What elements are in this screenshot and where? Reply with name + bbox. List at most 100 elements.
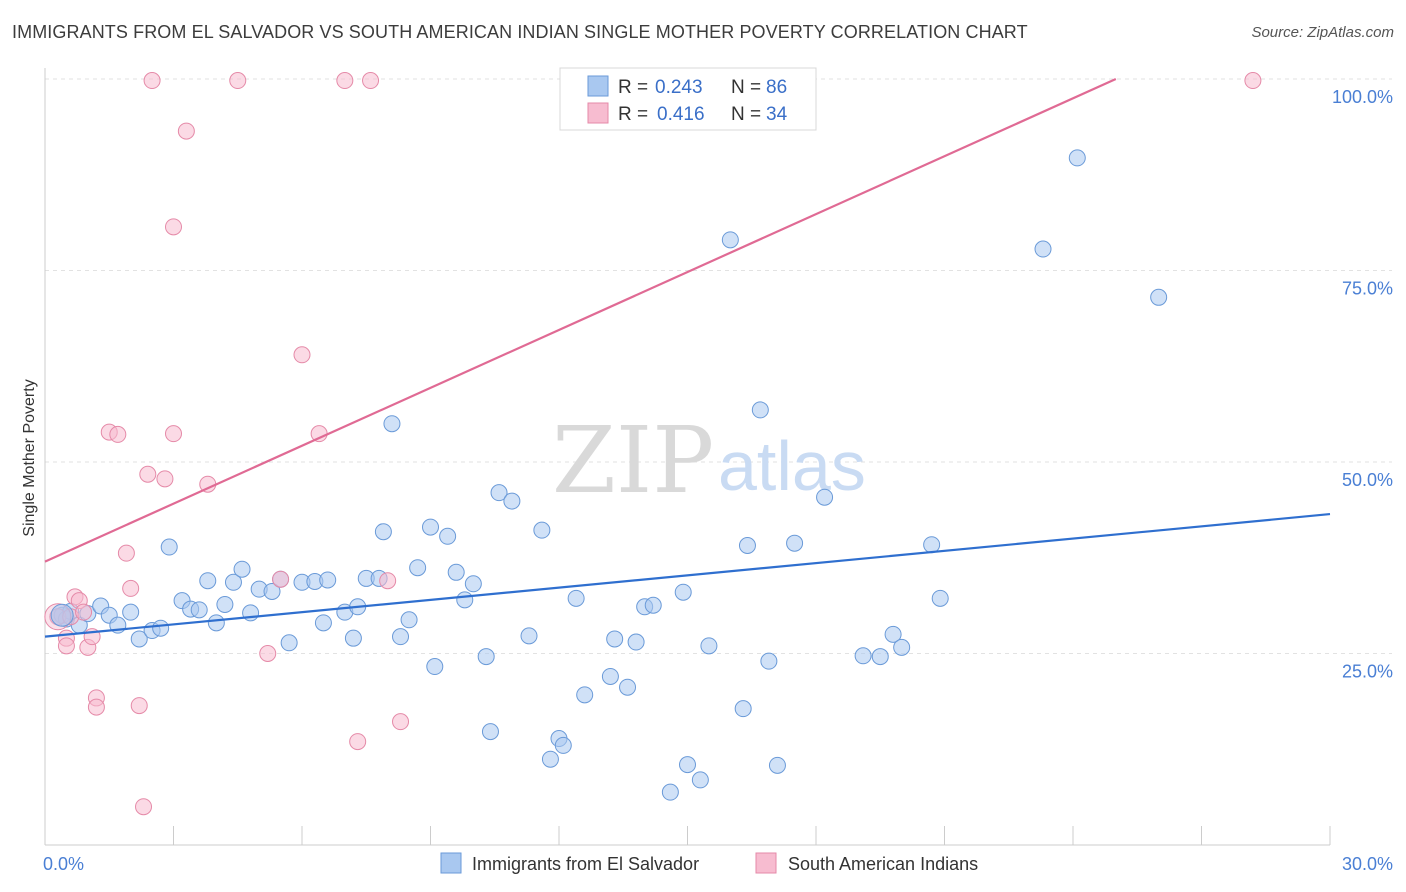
y-tick-label-3: 100.0% bbox=[1332, 87, 1393, 107]
point-1-2 bbox=[57, 637, 75, 655]
point-0-57 bbox=[576, 686, 594, 704]
point-0-49 bbox=[490, 484, 508, 502]
point-0-32 bbox=[344, 629, 362, 647]
point-0-38 bbox=[392, 628, 410, 646]
point-1-10 bbox=[87, 698, 105, 716]
y-tick-label-1: 50.0% bbox=[1342, 470, 1393, 490]
point-0-65 bbox=[674, 583, 692, 601]
point-0-12 bbox=[152, 619, 170, 637]
point-0-84 bbox=[1068, 149, 1086, 167]
point-0-41 bbox=[422, 518, 439, 536]
watermark-atlas: atlas bbox=[718, 427, 866, 505]
point-0-64 bbox=[661, 783, 679, 801]
y-axis-label: Single Mother Poverty bbox=[21, 379, 38, 536]
legend-n-label-0: N = bbox=[731, 77, 761, 98]
point-0-68 bbox=[700, 637, 718, 655]
source-label: Source: ZipAtlas.com bbox=[1251, 24, 1394, 41]
point-0-45 bbox=[456, 591, 474, 609]
point-0-66 bbox=[679, 756, 696, 774]
point-0-50 bbox=[503, 492, 521, 510]
y-tick-label-0: 25.0% bbox=[1342, 662, 1393, 682]
cluster-marker-0 bbox=[50, 603, 74, 627]
point-0-36 bbox=[374, 523, 392, 541]
watermark-zip: ZIP bbox=[552, 407, 714, 514]
watermark: ZIP atlas bbox=[552, 407, 866, 514]
series-1-points bbox=[49, 72, 1262, 816]
tick-labels: 25.0% 50.0% 75.0% 100.0% 0.0% 30.0% bbox=[43, 87, 1393, 874]
point-1-15 bbox=[130, 697, 148, 715]
legend-r-label-0: R = bbox=[618, 77, 648, 98]
point-0-43 bbox=[439, 527, 457, 545]
point-0-16 bbox=[190, 601, 208, 619]
point-0-30 bbox=[319, 571, 337, 589]
point-0-75 bbox=[786, 534, 804, 552]
point-0-10 bbox=[130, 630, 148, 648]
point-1-20 bbox=[165, 425, 182, 443]
point-1-18 bbox=[143, 72, 161, 90]
point-0-40 bbox=[409, 559, 427, 577]
point-0-80 bbox=[893, 638, 911, 656]
point-0-46 bbox=[464, 575, 482, 593]
point-0-55 bbox=[554, 736, 572, 754]
point-1-6 bbox=[75, 603, 93, 621]
point-0-63 bbox=[644, 596, 662, 614]
bottom-legend-label-0: Immigrants from El Salvador bbox=[472, 854, 699, 874]
legend-n-label-1: N = bbox=[731, 104, 761, 125]
legend-swatch-1 bbox=[587, 102, 609, 124]
trend-line-0 bbox=[44, 512, 1331, 638]
point-0-44 bbox=[447, 563, 465, 581]
trend-lines bbox=[44, 77, 1331, 638]
bottom-legend-label-1: South American Indians bbox=[788, 854, 978, 874]
point-0-21 bbox=[233, 560, 251, 578]
point-1-21 bbox=[165, 218, 182, 236]
point-0-71 bbox=[738, 536, 756, 554]
point-1-33 bbox=[392, 713, 410, 731]
x-tick-label-0: 0.0% bbox=[43, 854, 84, 874]
legend-r-value-1: 0.416 bbox=[657, 104, 705, 125]
point-0-58 bbox=[601, 667, 619, 685]
point-0-76 bbox=[816, 488, 834, 506]
axes bbox=[44, 68, 1331, 846]
point-0-70 bbox=[734, 700, 752, 718]
point-0-52 bbox=[533, 521, 551, 539]
point-0-74 bbox=[768, 756, 786, 774]
point-1-34 bbox=[1244, 72, 1262, 90]
point-0-37 bbox=[383, 415, 401, 433]
point-0-13 bbox=[160, 538, 178, 556]
bottom-legend-swatch-1 bbox=[755, 852, 777, 874]
point-0-26 bbox=[280, 634, 298, 652]
point-1-27 bbox=[293, 346, 311, 364]
point-1-25 bbox=[259, 645, 277, 662]
point-0-82 bbox=[931, 589, 949, 607]
legend-r-value-0: 0.243 bbox=[655, 77, 703, 98]
point-1-22 bbox=[177, 122, 195, 140]
point-0-60 bbox=[619, 678, 637, 696]
point-0-48 bbox=[481, 723, 499, 741]
point-1-31 bbox=[362, 72, 380, 90]
point-1-12 bbox=[109, 425, 127, 443]
point-1-17 bbox=[139, 465, 157, 483]
legend-box: R = 0.243 N = 86 R = 0.416 N = 34 bbox=[559, 67, 817, 131]
y-tick-label-2: 75.0% bbox=[1342, 279, 1393, 299]
point-0-20 bbox=[224, 573, 242, 591]
point-1-14 bbox=[122, 579, 140, 597]
point-0-73 bbox=[760, 652, 778, 670]
point-0-42 bbox=[426, 658, 444, 676]
point-0-77 bbox=[854, 647, 872, 665]
point-0-79 bbox=[884, 625, 902, 643]
point-1-13 bbox=[117, 544, 135, 562]
legend-r-label-1: R = bbox=[618, 104, 648, 125]
point-1-29 bbox=[336, 72, 354, 90]
point-0-47 bbox=[477, 648, 495, 666]
point-0-19 bbox=[216, 595, 234, 613]
legend-n-value-0: 86 bbox=[766, 77, 787, 98]
point-0-85 bbox=[1150, 288, 1168, 306]
point-1-24 bbox=[229, 72, 247, 90]
point-1-19 bbox=[156, 470, 174, 488]
series-0-points bbox=[49, 149, 1168, 801]
point-0-56 bbox=[567, 589, 585, 607]
point-1-26 bbox=[272, 570, 290, 588]
data-points bbox=[44, 72, 1262, 816]
point-1-30 bbox=[349, 733, 367, 751]
